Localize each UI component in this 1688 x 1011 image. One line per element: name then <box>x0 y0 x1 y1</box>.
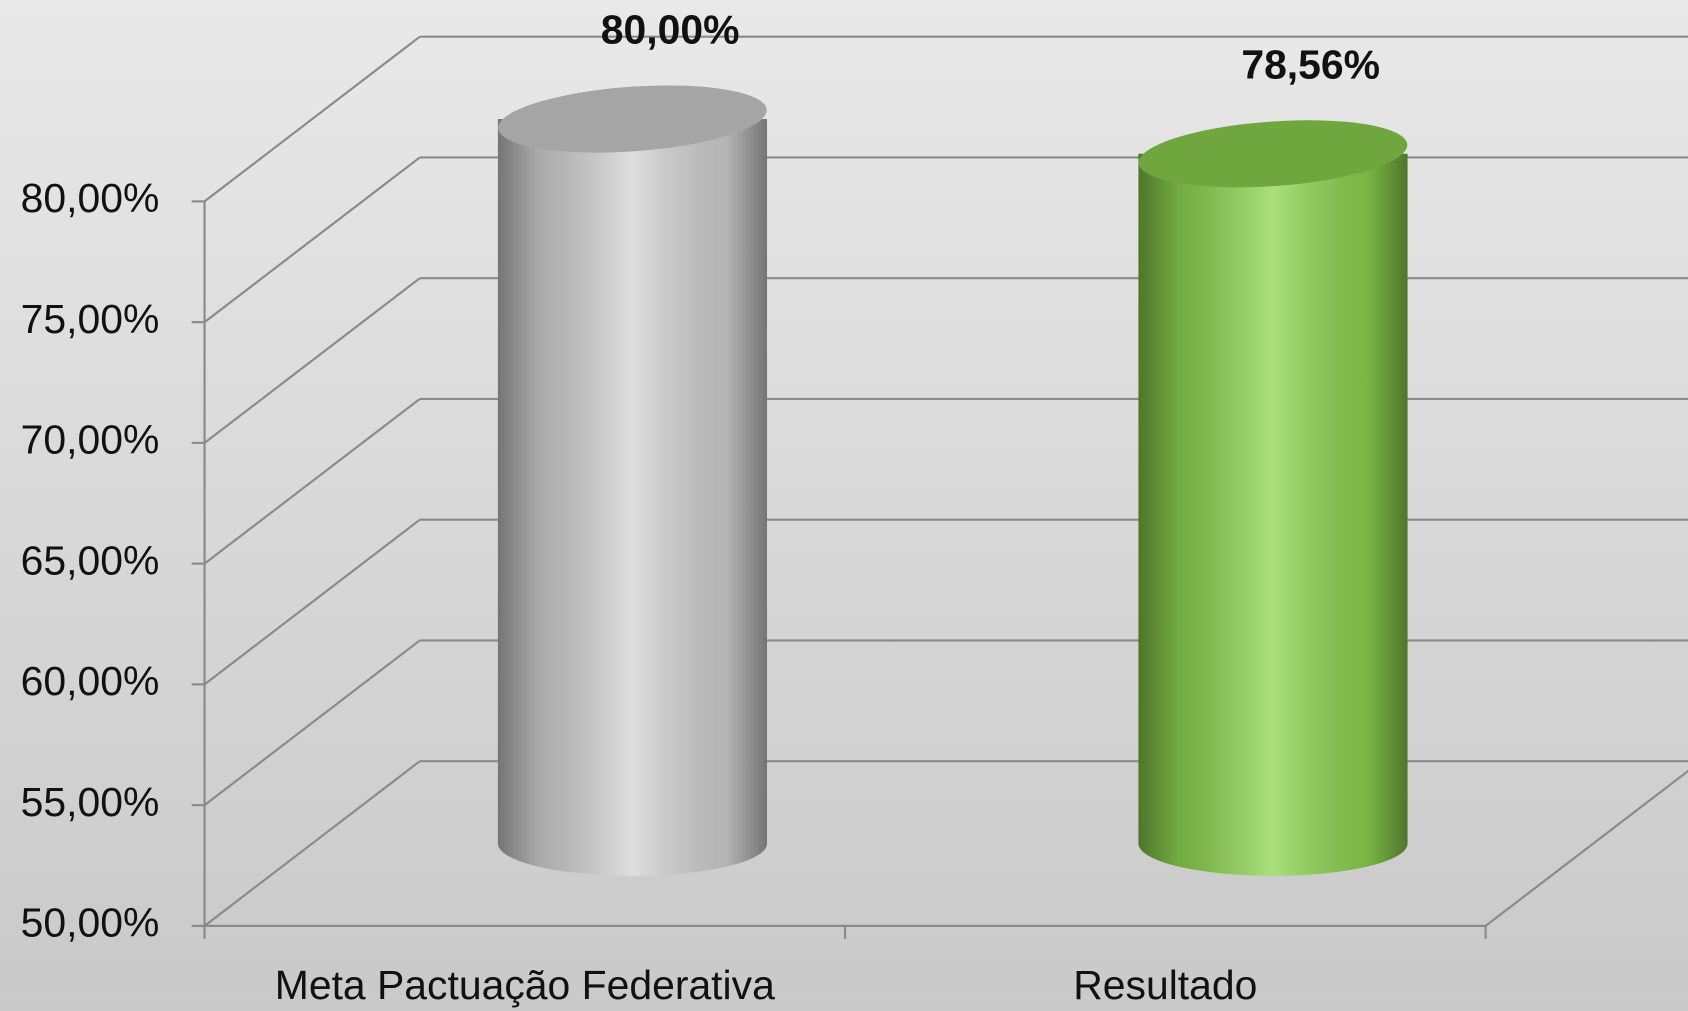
cylinder <box>1138 120 1408 876</box>
cylinder-top-shade <box>498 85 767 153</box>
floor-edge <box>1484 769 1688 927</box>
grid-line <box>203 398 421 565</box>
value-label: 78,56% <box>1241 41 1380 87</box>
y-tick-label: 60,00% <box>21 658 160 704</box>
grid-line <box>203 760 421 927</box>
grid-line <box>203 639 421 806</box>
cylinder-top-shade <box>1138 120 1408 188</box>
cylinder <box>497 85 768 876</box>
x-tick-label: Meta Pactuação Federativa <box>275 962 775 1008</box>
x-tick-label: Resultado <box>1073 962 1257 1008</box>
y-tick-label: 50,00% <box>21 900 160 946</box>
y-tick-label: 65,00% <box>21 537 160 583</box>
value-label: 80,00% <box>601 7 740 53</box>
y-tick-label: 55,00% <box>21 779 160 825</box>
cylinder-shade <box>1138 153 1408 876</box>
plot-area: 50,00% 55,00% 60,00% 65,00% 70,00% 75,00% 80,0… <box>21 7 1688 1008</box>
grid-line <box>203 35 421 203</box>
grid-line <box>203 277 421 444</box>
grid-line <box>203 156 421 323</box>
cylinder-top <box>1138 120 1408 188</box>
y-tick-label: 75,00% <box>21 296 160 342</box>
cylinder-shade <box>497 119 768 876</box>
y-tick-label: 70,00% <box>21 417 160 463</box>
y-tick-label: 80,00% <box>21 175 160 221</box>
grid-line <box>203 518 421 686</box>
cylinder-top <box>498 85 767 153</box>
